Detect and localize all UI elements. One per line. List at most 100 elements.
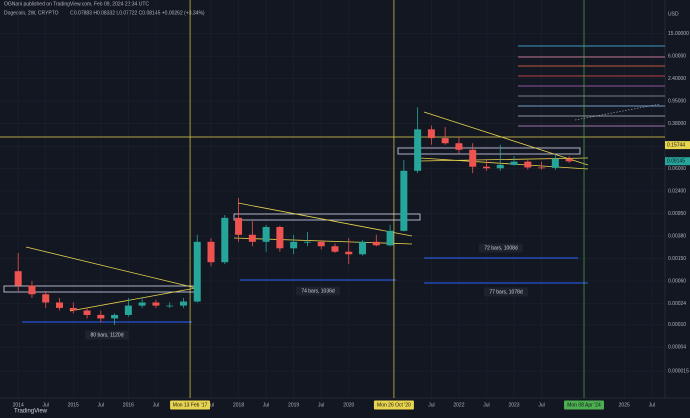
candle-body xyxy=(303,241,311,243)
candle-body xyxy=(138,302,146,306)
candle-body xyxy=(386,230,394,246)
marker-label-bg xyxy=(564,400,605,410)
candle-body xyxy=(42,294,50,303)
candle-body xyxy=(524,161,532,168)
x-tick-label: 2019 xyxy=(288,402,299,408)
measure-label-bg xyxy=(484,287,528,297)
measure-label-bg xyxy=(85,330,129,340)
candle-body xyxy=(262,227,270,242)
x-tick-label: 2025 xyxy=(619,402,630,408)
price-label-bg xyxy=(665,141,690,150)
candle-body xyxy=(455,143,463,150)
y-tick-label: 0.38000 xyxy=(668,121,686,127)
y-tick-label: 0.00150 xyxy=(668,256,686,262)
candle-body xyxy=(248,234,256,242)
trendline xyxy=(423,111,589,166)
y-tick-label: 0.00010 xyxy=(668,322,686,328)
candle-body xyxy=(551,158,559,168)
measure-label: 72 bars, 1008d xyxy=(484,245,518,251)
candle-body xyxy=(510,161,518,165)
quote: O0.07883 H0.08332 L0.07722 C0.08145 +0.0… xyxy=(70,10,205,16)
price-label: 0.08145 xyxy=(667,159,685,165)
candle-body xyxy=(124,305,132,315)
candle-body xyxy=(290,241,298,249)
candle-body xyxy=(69,307,77,311)
price-label-bg xyxy=(665,157,690,166)
x-tick-label: Jul xyxy=(483,402,489,408)
candle-body xyxy=(482,166,490,169)
measure-label-bg xyxy=(479,243,523,253)
measure-label: 74 bars, 1036d xyxy=(301,288,335,294)
x-tick-label: Jul xyxy=(153,402,159,408)
marker-label: Mon 26 Oct '20 xyxy=(377,402,411,408)
candle-body xyxy=(345,251,353,255)
symbol: Dogecoin, 2W, CRYPTO xyxy=(4,10,59,16)
candle-body xyxy=(166,305,174,307)
y-tick-label: 0.000015 xyxy=(668,369,689,375)
x-tick-label: Jul xyxy=(263,402,269,408)
candle-body xyxy=(414,129,422,171)
marker-label: Mon 08 Apr '24 xyxy=(567,402,601,408)
x-tick-label: 2016 xyxy=(123,402,134,408)
candle-body xyxy=(179,301,187,306)
candle-body xyxy=(400,170,408,231)
marker-label-bg xyxy=(373,400,414,410)
x-tick-label: Jul xyxy=(208,402,214,408)
y-tick-label: 0.00950 xyxy=(668,211,686,217)
currency: USD xyxy=(668,11,679,17)
y-tick-label: 0.06000 xyxy=(668,166,686,172)
grid xyxy=(0,0,665,398)
y-tick-label: 0.95000 xyxy=(668,99,686,105)
y-tick-label: 0.00380 xyxy=(668,233,686,239)
x-tick-label: Jul xyxy=(649,402,655,408)
x-tick-label: 2020 xyxy=(343,402,354,408)
candle-body xyxy=(56,302,64,308)
brand: TradingView xyxy=(14,409,48,415)
candle-body xyxy=(221,217,229,263)
x-tick-label: Jul xyxy=(43,402,49,408)
measure-label: 80 bars, 1120d xyxy=(91,332,124,338)
y-tick-label: 0.00024 xyxy=(668,301,686,307)
candle-body xyxy=(207,241,215,263)
trendline xyxy=(419,157,589,170)
trendline xyxy=(69,287,197,312)
candle-body xyxy=(372,241,380,246)
x-tick-label: 2023 xyxy=(508,402,519,408)
x-tick-label: 2022 xyxy=(453,402,464,408)
x-tick-label: 2015 xyxy=(68,402,79,408)
zone xyxy=(397,147,581,155)
candle-body xyxy=(538,167,546,169)
y-tick-label: 0.00004 xyxy=(668,345,686,351)
candle-body xyxy=(331,246,339,252)
candle-body xyxy=(152,302,160,306)
candle-body xyxy=(427,129,435,139)
candle-body xyxy=(111,314,119,319)
candle-body xyxy=(441,138,449,144)
candle-body xyxy=(83,310,91,315)
candle-body xyxy=(28,285,36,295)
x-tick-label: 2018 xyxy=(233,402,244,408)
y-tick-label: 15.00000 xyxy=(668,31,689,37)
x-tick-label: Jul xyxy=(318,402,324,408)
projection xyxy=(574,103,661,121)
trendline xyxy=(25,246,197,289)
y-tick-label: 0.00060 xyxy=(668,278,686,284)
candle-body xyxy=(193,241,201,302)
trendline xyxy=(419,157,589,162)
y-tick-label: 6.00000 xyxy=(668,54,686,60)
candle-body xyxy=(496,164,504,169)
publisher: OGNani published on TradingView.com, Feb… xyxy=(4,1,149,7)
price-label: 0.15744 xyxy=(667,142,685,148)
candle-body xyxy=(359,241,367,255)
x-tick-label: Jul xyxy=(98,402,104,408)
y-tick-label: 2.40000 xyxy=(668,76,686,82)
y-tick-label: 0.02400 xyxy=(668,188,686,194)
candle-body xyxy=(276,227,284,249)
x-tick-label: 2014 xyxy=(13,402,24,408)
candle-body xyxy=(14,271,22,286)
x-tick-label: Jul xyxy=(538,402,544,408)
marker-label: Mon 13 Feb '17 xyxy=(173,402,208,408)
marker-label-bg xyxy=(170,400,211,410)
trendline xyxy=(237,202,413,237)
